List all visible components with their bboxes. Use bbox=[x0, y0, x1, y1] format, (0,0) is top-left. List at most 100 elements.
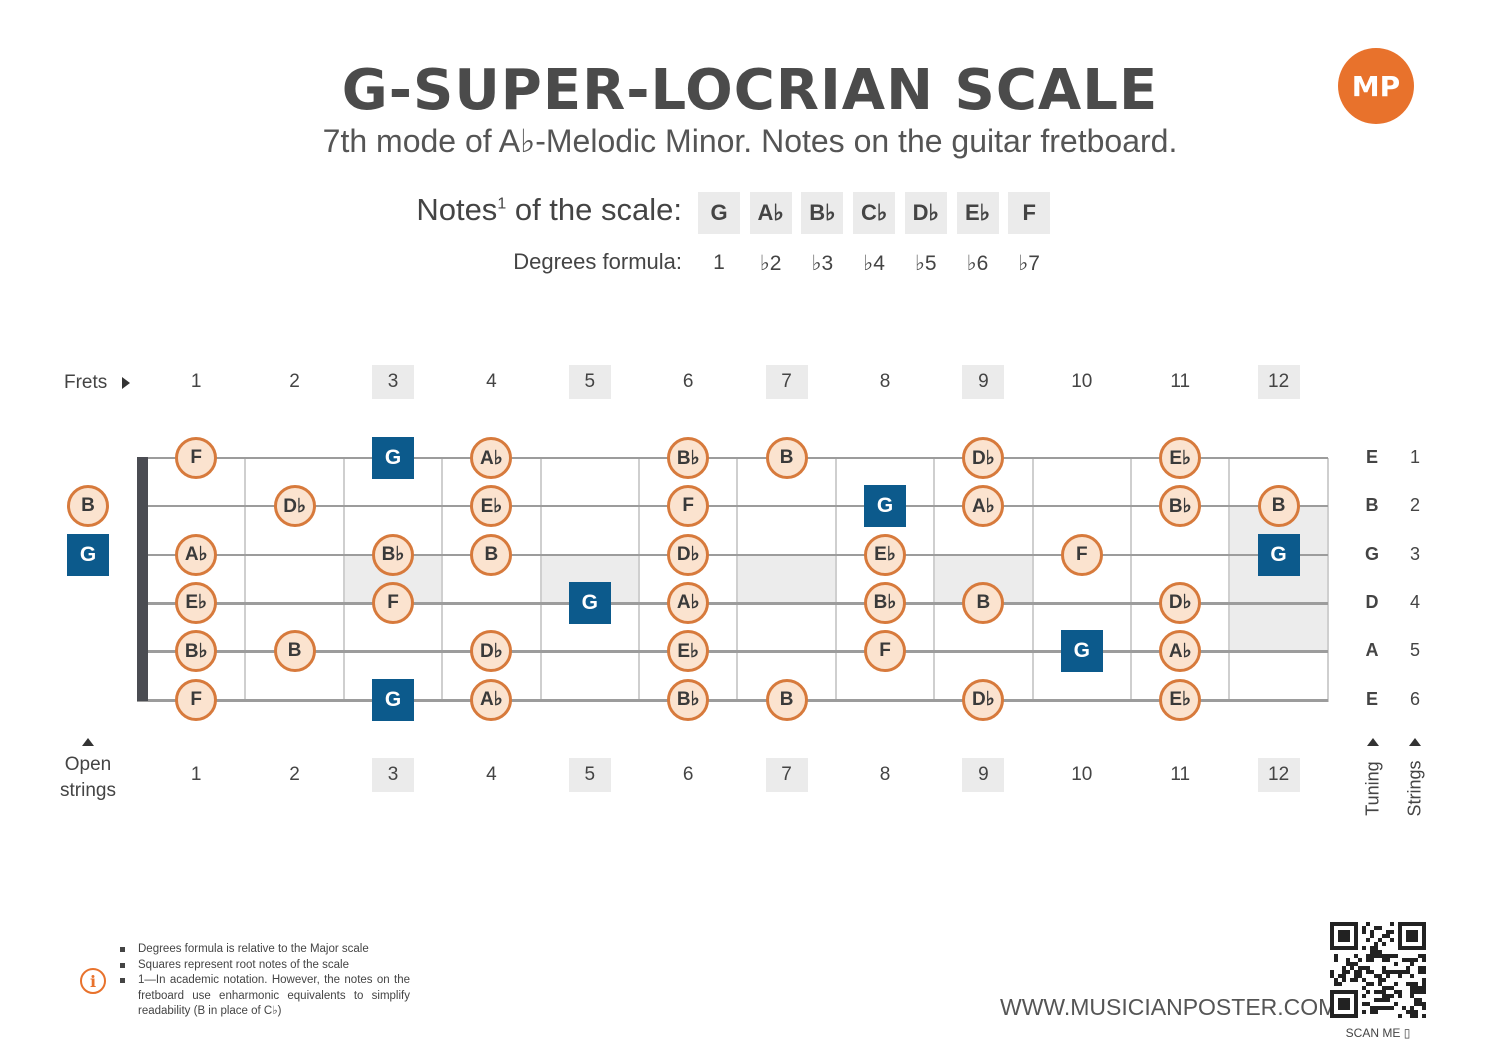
info-icon: i bbox=[80, 968, 106, 994]
fret-wire bbox=[244, 458, 247, 702]
tuning-label: Tuning bbox=[1362, 761, 1383, 816]
scale-note-s2-f6: F bbox=[667, 485, 710, 528]
page-subtitle: 7th mode of A♭-Melodic Minor. Notes on t… bbox=[322, 123, 1178, 159]
scale-note-s1-f7: B bbox=[765, 437, 808, 479]
fret-number-8: 8 bbox=[879, 764, 891, 785]
root-note-s3-f0: G bbox=[67, 533, 109, 576]
fret-number-5: 5 bbox=[568, 758, 611, 792]
scale-note-4: C♭ bbox=[853, 192, 896, 234]
tuning-note-6: E bbox=[1365, 688, 1378, 709]
frets-label-text: Frets bbox=[64, 372, 108, 393]
scale-note-6: E♭ bbox=[956, 192, 999, 234]
scale-note-s5-f4: D♭ bbox=[470, 630, 513, 673]
scale-note-7: F bbox=[1008, 192, 1051, 234]
fret-number-3: 3 bbox=[372, 758, 414, 792]
scale-note-5: D♭ bbox=[904, 192, 947, 234]
scale-note-1: G bbox=[698, 192, 740, 234]
tuning-note-1: E bbox=[1365, 447, 1378, 467]
qr-code-icon[interactable] bbox=[1330, 922, 1426, 1018]
string-number-2: 2 bbox=[1409, 495, 1420, 516]
fret-number-4: 4 bbox=[486, 371, 497, 392]
fret-number-6: 6 bbox=[682, 371, 694, 392]
fret-wire bbox=[1326, 458, 1329, 702]
scale-note-2: A♭ bbox=[749, 192, 792, 234]
notes-label-tail: of the scale: bbox=[506, 192, 682, 227]
degrees-label: Degrees formula: bbox=[513, 249, 682, 274]
root-note-s1-f3: G bbox=[372, 437, 414, 479]
guitar-string-4 bbox=[137, 601, 1328, 605]
open-strings-arrow-icon bbox=[82, 738, 94, 746]
fret-wire bbox=[1031, 458, 1034, 702]
scale-note-s3-f10: F bbox=[1060, 533, 1103, 576]
fret-number-2: 2 bbox=[289, 764, 300, 785]
scale-note-s2-f4: E♭ bbox=[470, 485, 513, 528]
fret-number-3: 3 bbox=[372, 365, 414, 399]
scale-note-s5-f2: B bbox=[273, 630, 316, 673]
open-strings-label-line2: strings bbox=[60, 780, 116, 801]
scale-note-s2-f0: B bbox=[67, 485, 109, 528]
scale-note-s1-f9: D♭ bbox=[962, 437, 1005, 479]
fret-number-1: 1 bbox=[190, 371, 202, 392]
scale-note-s5-f11: A♭ bbox=[1159, 630, 1202, 673]
scale-note-s4-f9: B bbox=[962, 581, 1005, 624]
fret-number-12: 12 bbox=[1257, 758, 1300, 792]
frets-label: Frets bbox=[64, 372, 107, 394]
fret-number-12: 12 bbox=[1257, 365, 1300, 399]
open-strings-label: Open strings bbox=[40, 752, 136, 804]
fret-wire bbox=[638, 458, 640, 702]
scale-note-s6-f11: E♭ bbox=[1159, 678, 1202, 721]
scale-note-s1-f11: E♭ bbox=[1159, 437, 1202, 479]
scale-degree-1: 1 bbox=[713, 251, 725, 274]
scale-note-s6-f1: F bbox=[175, 678, 218, 721]
guitar-string-1 bbox=[137, 457, 1328, 459]
root-note-s4-f5: G bbox=[568, 581, 611, 624]
footnote-item: 1—In academic notation. However, the not… bbox=[120, 973, 410, 1020]
scale-degree-4: ♭4 bbox=[863, 252, 885, 275]
scale-note-s2-f11: B♭ bbox=[1159, 485, 1202, 528]
open-strings-label-line1: Open bbox=[64, 754, 112, 775]
scale-note-s6-f7: B bbox=[765, 678, 808, 721]
fret-number-4: 4 bbox=[486, 764, 497, 785]
guitar-string-6 bbox=[137, 698, 1328, 702]
scale-note-s3-f8: E♭ bbox=[864, 533, 906, 576]
scale-note-s4-f8: B♭ bbox=[864, 581, 906, 624]
website-link[interactable]: WWW.MUSICIANPOSTER.COM bbox=[1000, 994, 1338, 1020]
fret-number-1: 1 bbox=[190, 764, 202, 785]
scale-note-s2-f2: D♭ bbox=[273, 485, 316, 528]
fret-number-11: 11 bbox=[1170, 764, 1191, 785]
guitar-string-3 bbox=[137, 553, 1328, 556]
fret-wire bbox=[539, 458, 542, 702]
fret-number-5: 5 bbox=[568, 365, 611, 399]
fret-wire bbox=[834, 458, 837, 702]
fret-number-7: 7 bbox=[765, 365, 808, 399]
root-note-s2-f8: G bbox=[864, 485, 906, 528]
root-note-s6-f3: G bbox=[372, 678, 414, 721]
scale-note-s1-f4: A♭ bbox=[470, 437, 513, 479]
string-number-3: 3 bbox=[1409, 543, 1420, 564]
strings-label: Strings bbox=[1404, 760, 1425, 817]
fret-number-6: 6 bbox=[682, 764, 694, 785]
scan-me-label: SCAN ME ▯ bbox=[1330, 1026, 1426, 1040]
fret-wire bbox=[736, 458, 739, 702]
frets-arrow-icon bbox=[122, 377, 130, 389]
strings-arrow-icon bbox=[1409, 738, 1421, 746]
root-note-s3-f12: G bbox=[1257, 533, 1300, 576]
tuning-note-3: G bbox=[1364, 543, 1379, 564]
scale-note-s2-f12: B bbox=[1257, 485, 1300, 528]
scale-note-s4-f11: D♭ bbox=[1159, 581, 1202, 624]
footnotes-list: Degrees formula is relative to the Major… bbox=[120, 942, 410, 1020]
fret-wire bbox=[933, 458, 936, 702]
tuning-note-2: B bbox=[1365, 495, 1379, 516]
scale-note-s1-f1: F bbox=[175, 437, 218, 479]
notes-label-text: Notes bbox=[416, 192, 498, 227]
scale-note-s6-f6: B♭ bbox=[667, 678, 710, 721]
string-number-5: 5 bbox=[1409, 640, 1420, 661]
scale-degree-2: ♭2 bbox=[759, 252, 782, 275]
scale-degree-6: ♭6 bbox=[966, 252, 989, 275]
scale-note-s1-f6: B♭ bbox=[667, 437, 710, 479]
string-number-6: 6 bbox=[1409, 688, 1420, 709]
scale-note-s4-f1: E♭ bbox=[175, 581, 218, 624]
fret-number-7: 7 bbox=[765, 758, 808, 792]
fret-wire bbox=[342, 458, 345, 702]
scale-degree-5: ♭5 bbox=[915, 252, 937, 275]
